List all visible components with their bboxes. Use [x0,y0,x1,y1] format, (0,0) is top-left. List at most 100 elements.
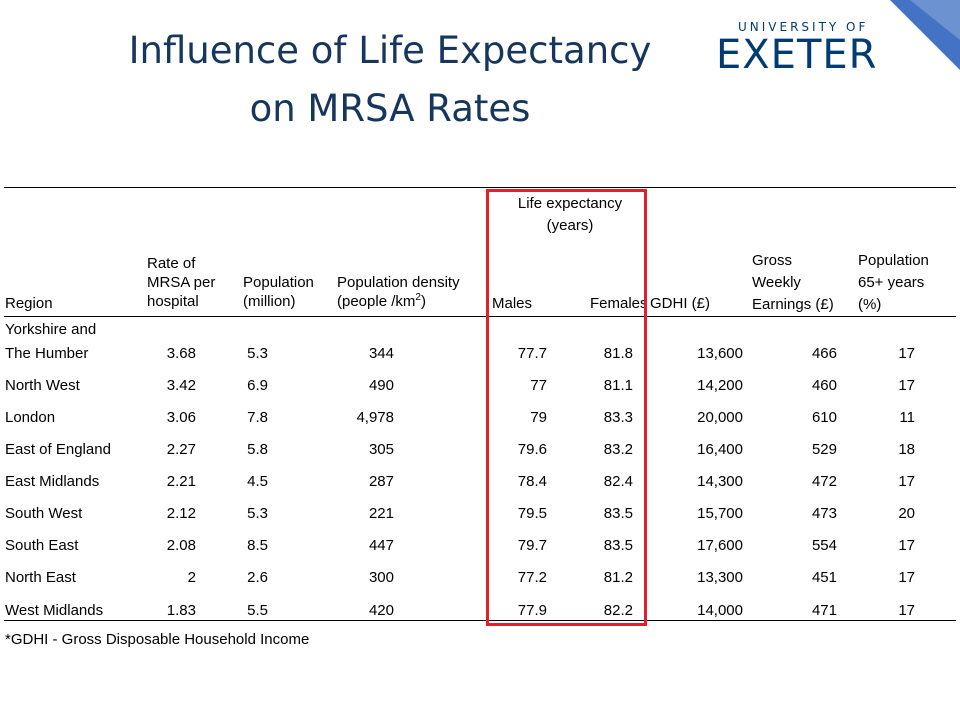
cell-mrsa: 3.06 [166,409,196,426]
cell-males: 79.7 [517,537,547,554]
header-gwe-line3: Earnings (£) [752,296,834,313]
cell-pop: 5.3 [247,505,268,522]
cell-gwe: 473 [811,505,837,522]
life-expectancy-unit: (years) [546,217,594,234]
cell-density: 490 [368,377,394,394]
header-gross-weekly-earnings: Gross Weekly Earnings (£) [752,250,834,316]
header-males: Males [492,295,533,312]
cell-females: 81.1 [603,377,633,394]
cell-region: North West [5,377,80,394]
cell-females: 83.3 [603,409,633,426]
header-gwe-line2: Weekly [752,274,801,291]
cell-p65: 18 [898,441,915,458]
cell-region: East Midlands [5,473,100,490]
cell-gdhi: 17,600 [697,537,743,554]
cell-pop: 6.9 [247,377,268,394]
cell-region: North East [5,569,76,586]
header-population-density: Population density (people /km2) [337,273,460,311]
cell-pop: 2.6 [247,569,268,586]
header-density-line2: (people /km2) [337,292,460,311]
cell-region: West Midlands [5,602,104,619]
cell-region: The Humber [5,345,89,362]
title-line-1: Influence of Life Expectancy [128,29,652,72]
corner-decoration [890,0,960,70]
cell-females: 83.2 [603,441,633,458]
cell-gdhi: 16,400 [697,441,743,458]
header-females: Females [590,295,648,312]
header-gwe-line1: Gross [752,252,793,269]
cell-p65: 17 [898,537,915,554]
cell-gdhi: 14,200 [697,377,743,394]
header-population: Population (million) [243,273,314,311]
cell-females: 83.5 [603,537,633,554]
cell-females: 81.2 [603,569,633,586]
life-expectancy-label: Life expectancy [517,195,623,212]
header-mrsa-line3: hospital [147,293,199,310]
cell-region-line1: Yorkshire and [5,321,97,338]
cell-males: 79.6 [517,441,547,458]
cell-region: London [5,409,56,426]
cell-mrsa: 2.27 [166,441,196,458]
cell-gdhi: 14,000 [697,602,743,619]
table-header-rule [4,316,956,317]
header-region: Region [5,295,53,312]
header-gdhi: GDHI (£) [650,295,710,312]
cell-females: 83.5 [603,505,633,522]
cell-p65: 17 [898,569,915,586]
header-population-line1: Population [243,274,314,291]
cell-p65: 17 [898,377,915,394]
cell-density: 287 [368,473,394,490]
cell-pop: 7.8 [247,409,268,426]
cell-mrsa: 2.12 [166,505,196,522]
cell-females: 82.4 [603,473,633,490]
cell-p65: 20 [898,505,915,522]
cell-pop: 5.3 [247,345,268,362]
cell-p65: 17 [898,345,915,362]
cell-males: 77 [530,377,547,394]
cell-density: 420 [368,602,394,619]
cell-region: South East [5,537,79,554]
cell-gdhi: 15,700 [697,505,743,522]
cell-mrsa: 2.21 [166,473,196,490]
cell-males: 77.9 [517,602,547,619]
cell-gwe: 529 [811,441,837,458]
cell-males: 79 [530,409,547,426]
cell-density: 447 [368,537,394,554]
header-density-line1: Population density [337,274,460,291]
header-density-unit: (people /km [337,293,416,310]
title-line-2: on MRSA Rates [249,87,531,130]
header-population-65: Population 65+ years (%) [858,250,929,316]
cell-density: 344 [368,345,394,362]
cell-mrsa: 1.83 [166,602,196,619]
cell-region: East of England [5,441,111,458]
cell-gwe: 610 [811,409,837,426]
cell-gdhi: 13,300 [697,569,743,586]
cell-p65: 17 [898,602,915,619]
cell-males: 77.7 [517,345,547,362]
cell-p65: 17 [898,473,915,490]
cell-p65: 11 [899,409,915,426]
cell-mrsa: 2.08 [166,537,196,554]
footnote: *GDHI - Gross Disposable Household Incom… [5,631,310,648]
header-mrsa-rate: Rate of MRSA per hospital [147,254,215,311]
cell-density: 221 [368,505,394,522]
cell-pop: 5.5 [247,602,268,619]
cell-gwe: 471 [811,602,837,619]
cell-males: 79.5 [517,505,547,522]
cell-males: 77.2 [517,569,547,586]
cell-region: South West [5,505,83,522]
cell-density: 305 [368,441,394,458]
header-population-line2: (million) [243,293,296,310]
header-density-superscript: 2 [415,292,421,303]
header-p65-line2: 65+ years [858,274,925,291]
cell-gwe: 451 [811,569,837,586]
table-top-rule [4,187,956,188]
cell-gwe: 466 [811,345,837,362]
logo-exeter: EXETER [716,32,878,78]
cell-mrsa: 2 [187,569,196,586]
cell-females: 82.2 [603,602,633,619]
university-logo: UNIVERSITY OF EXETER [712,20,882,80]
table-bottom-rule [4,620,956,621]
cell-gwe: 460 [811,377,837,394]
cell-gwe: 472 [811,473,837,490]
